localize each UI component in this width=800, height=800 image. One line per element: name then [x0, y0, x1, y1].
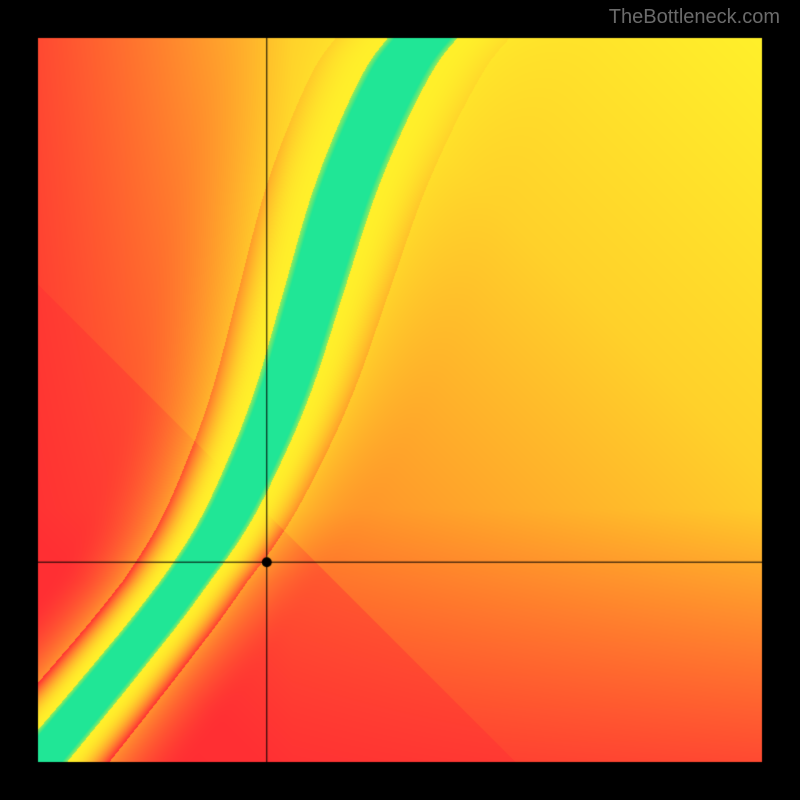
bottleneck-heatmap [0, 0, 800, 800]
watermark-text: TheBottleneck.com [609, 6, 780, 29]
chart-container: TheBottleneck.com [0, 0, 800, 800]
